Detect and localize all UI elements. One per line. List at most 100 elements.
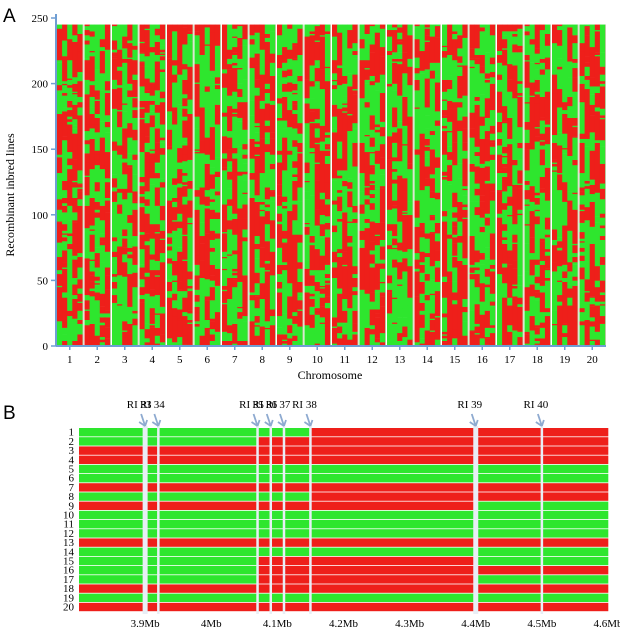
genotype-cell bbox=[332, 87, 338, 90]
genotype-segment bbox=[310, 584, 477, 593]
genotype-cell bbox=[429, 197, 436, 216]
genotype-cell bbox=[474, 185, 481, 189]
genotype-cell bbox=[194, 62, 200, 65]
genotype-cell bbox=[364, 78, 371, 80]
genotype-cell bbox=[379, 328, 386, 334]
genotype-cell bbox=[429, 214, 436, 217]
genotype-cell bbox=[132, 318, 138, 323]
genotype-cell bbox=[489, 325, 496, 328]
genotype-cell bbox=[319, 297, 326, 307]
genotype-cell bbox=[484, 276, 491, 285]
genotype-segment bbox=[310, 593, 477, 602]
genotype-cell bbox=[387, 292, 393, 310]
genotype-segment bbox=[310, 437, 477, 446]
genotype-cell bbox=[117, 126, 123, 132]
genotype-cell bbox=[104, 92, 111, 116]
genotype-cell bbox=[269, 238, 276, 252]
genotype-cell bbox=[447, 162, 453, 166]
genotype-cell bbox=[122, 36, 128, 49]
genotype-segment bbox=[310, 520, 477, 529]
genotype-cell bbox=[139, 66, 145, 87]
genotype-cell bbox=[512, 242, 518, 244]
genotype-cell bbox=[462, 115, 468, 117]
genotype-cell bbox=[132, 79, 138, 97]
genotype-cell bbox=[364, 67, 371, 70]
genotype-cell bbox=[457, 235, 463, 243]
genotype-cell bbox=[62, 241, 68, 251]
genotype-cell bbox=[424, 101, 431, 107]
genotype-cell bbox=[599, 256, 606, 263]
genotype-cell bbox=[397, 58, 403, 62]
genotype-cell bbox=[589, 201, 596, 216]
genotype-cell bbox=[159, 230, 166, 239]
genotype-cell bbox=[352, 128, 358, 143]
genotype-cell bbox=[489, 293, 496, 302]
genotype-cell bbox=[94, 113, 101, 118]
genotype-cell bbox=[567, 96, 573, 107]
genotype-cell bbox=[369, 292, 376, 302]
genotype-cell bbox=[369, 115, 376, 120]
genotype-cell bbox=[227, 149, 233, 162]
chromosome-separator bbox=[192, 24, 194, 347]
genotype-cell bbox=[572, 256, 578, 263]
genotype-cell bbox=[512, 243, 518, 254]
genotype-cell bbox=[474, 54, 481, 59]
genotype-cell bbox=[282, 24, 288, 44]
genotype-cell bbox=[227, 298, 233, 326]
genotype-cell bbox=[209, 174, 216, 189]
genotype-cell bbox=[277, 213, 283, 222]
row-label: 20 bbox=[63, 602, 75, 614]
genotype-cell bbox=[194, 275, 200, 290]
genotype-cell bbox=[227, 95, 233, 107]
genotype-cell bbox=[379, 281, 386, 284]
genotype-cell bbox=[429, 265, 436, 280]
genotype-cell bbox=[579, 311, 585, 322]
genotype-cell bbox=[204, 189, 211, 197]
genotype-cell bbox=[407, 297, 413, 306]
genotype-cell bbox=[304, 277, 310, 286]
genotype-cell bbox=[502, 237, 508, 240]
genotype-cell bbox=[324, 42, 331, 67]
genotype-cell bbox=[62, 227, 68, 231]
genotype-cell bbox=[507, 185, 513, 197]
genotype-cell bbox=[442, 50, 448, 58]
genotype-cell bbox=[94, 201, 101, 210]
genotype-cell bbox=[304, 332, 310, 341]
genotype-cell bbox=[264, 132, 271, 139]
genotype-cell bbox=[57, 222, 63, 243]
genotype-cell bbox=[567, 288, 573, 298]
genotype-cell bbox=[292, 146, 298, 155]
genotype-cell bbox=[172, 288, 178, 294]
genotype-cell bbox=[594, 331, 601, 340]
genotype-cell bbox=[292, 180, 298, 201]
genotype-cell bbox=[199, 187, 206, 205]
genotype-cell bbox=[517, 83, 523, 94]
genotype-cell bbox=[324, 283, 331, 285]
genotype-cell bbox=[562, 325, 568, 334]
genotype-cell bbox=[237, 83, 243, 90]
genotype-cell bbox=[99, 251, 106, 258]
genotype-cell bbox=[419, 322, 426, 328]
genotype-cell bbox=[292, 42, 298, 46]
genotype-cell bbox=[534, 195, 541, 198]
genotype-cell bbox=[517, 336, 523, 347]
genotype-cell bbox=[342, 170, 348, 181]
genotype-cell bbox=[594, 44, 601, 53]
genotype-cell bbox=[589, 304, 596, 307]
genotype-cell bbox=[402, 258, 408, 272]
genotype-cell bbox=[469, 137, 475, 164]
genotype-cell bbox=[507, 79, 513, 92]
genotype-cell bbox=[419, 237, 426, 252]
genotype-cell bbox=[507, 216, 513, 251]
genotype-cell bbox=[359, 50, 365, 61]
genotype-cell bbox=[342, 104, 348, 108]
genotype-cell bbox=[167, 243, 173, 247]
genotype-cell bbox=[452, 237, 458, 239]
genotype-cell bbox=[187, 24, 193, 32]
genotype-cell bbox=[122, 128, 128, 159]
genotype-cell bbox=[484, 338, 491, 345]
genotype-cell bbox=[502, 49, 508, 66]
genotype-cell bbox=[387, 168, 393, 210]
genotype-cell bbox=[254, 141, 261, 145]
genotype-cell bbox=[132, 107, 138, 111]
